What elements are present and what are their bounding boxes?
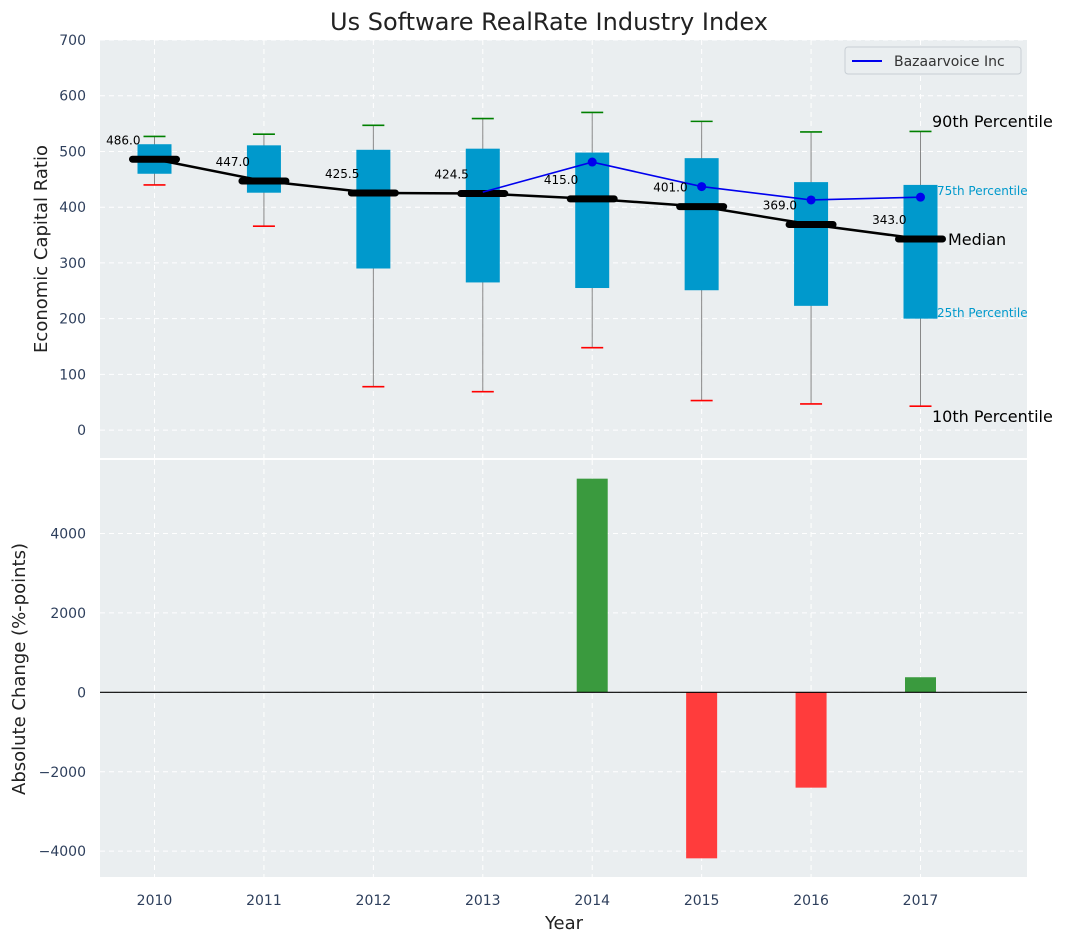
top-y-tick-label: 300 bbox=[59, 256, 86, 272]
annotation-25th-percentile: 25th Percentile bbox=[937, 306, 1028, 320]
change-bar-2014 bbox=[576, 478, 608, 693]
top-y-tick-label: 500 bbox=[59, 144, 86, 160]
bottom-y-tick-label: −4000 bbox=[39, 844, 86, 860]
top-y-axis-label: Economic Capital Ratio bbox=[31, 145, 52, 353]
top-y-tick-label: 100 bbox=[59, 367, 86, 383]
top-y-tick-label: 700 bbox=[59, 33, 86, 49]
iqr-box-2014 bbox=[575, 152, 610, 289]
x-tick-label: 2014 bbox=[574, 893, 610, 909]
change-bar-2016 bbox=[795, 692, 827, 788]
annotation-median: Median bbox=[948, 230, 1006, 249]
x-tick-label: 2017 bbox=[903, 893, 939, 909]
median-value-label-2011: 447.0 bbox=[216, 155, 250, 169]
bottom-y-tick-label: 2000 bbox=[50, 606, 86, 622]
bottom-y-axis-label: Absolute Change (%-points) bbox=[9, 543, 30, 795]
bottom-y-tick-label: −2000 bbox=[39, 765, 86, 781]
iqr-box-2013 bbox=[465, 148, 500, 283]
change-bar-2017 bbox=[905, 677, 936, 693]
x-tick-label: 2015 bbox=[684, 893, 720, 909]
annotation-90th-percentile: 90th Percentile bbox=[932, 112, 1053, 131]
legend-box bbox=[844, 46, 1022, 75]
bottom-plot-area bbox=[100, 460, 1027, 877]
median-value-label-2010: 486.0 bbox=[106, 133, 140, 147]
median-value-label-2014: 415.0 bbox=[544, 173, 578, 187]
median-value-label-2012: 425.5 bbox=[325, 167, 359, 181]
x-tick-label: 2012 bbox=[356, 893, 392, 909]
iqr-box-2015 bbox=[684, 158, 719, 291]
legend-label-bazaarvoice: Bazaarvoice Inc bbox=[894, 54, 1005, 70]
top-plot-area bbox=[100, 40, 1027, 458]
top-y-tick-label: 200 bbox=[59, 312, 86, 328]
top-y-tick-label: 0 bbox=[77, 423, 86, 439]
iqr-box-2011 bbox=[246, 145, 281, 193]
annotation-10th-percentile: 10th Percentile bbox=[932, 407, 1053, 426]
median-value-label-2013: 424.5 bbox=[434, 168, 468, 182]
bazaarvoice-point-2015 bbox=[697, 182, 707, 192]
top-y-tick-label: 400 bbox=[59, 200, 86, 216]
annotation-75th-percentile: 75th Percentile bbox=[937, 184, 1028, 198]
legend[interactable]: Bazaarvoice Inc bbox=[844, 46, 1022, 75]
change-bar-2015 bbox=[686, 692, 718, 859]
bottom-y-tick-label: 0 bbox=[77, 685, 86, 701]
median-value-label-2015: 401.0 bbox=[653, 181, 687, 195]
bazaarvoice-point-2014 bbox=[587, 157, 597, 167]
median-value-label-2017: 343.0 bbox=[872, 213, 906, 227]
iqr-box-2012 bbox=[356, 149, 391, 269]
bazaarvoice-point-2017 bbox=[916, 192, 925, 202]
x-tick-label: 2011 bbox=[246, 893, 282, 909]
iqr-box-2017 bbox=[903, 184, 938, 319]
chart-title: Us Software RealRate Industry Index bbox=[330, 8, 768, 36]
x-axis-label: Year bbox=[544, 913, 584, 934]
x-tick-label: 2013 bbox=[465, 893, 501, 909]
x-tick-label: 2016 bbox=[793, 893, 829, 909]
bottom-y-tick-label: 4000 bbox=[50, 526, 86, 542]
top-y-tick-label: 600 bbox=[59, 89, 86, 105]
x-tick-label: 2010 bbox=[137, 893, 173, 909]
bazaarvoice-point-2016 bbox=[806, 195, 816, 205]
median-value-label-2016: 369.0 bbox=[763, 198, 797, 212]
